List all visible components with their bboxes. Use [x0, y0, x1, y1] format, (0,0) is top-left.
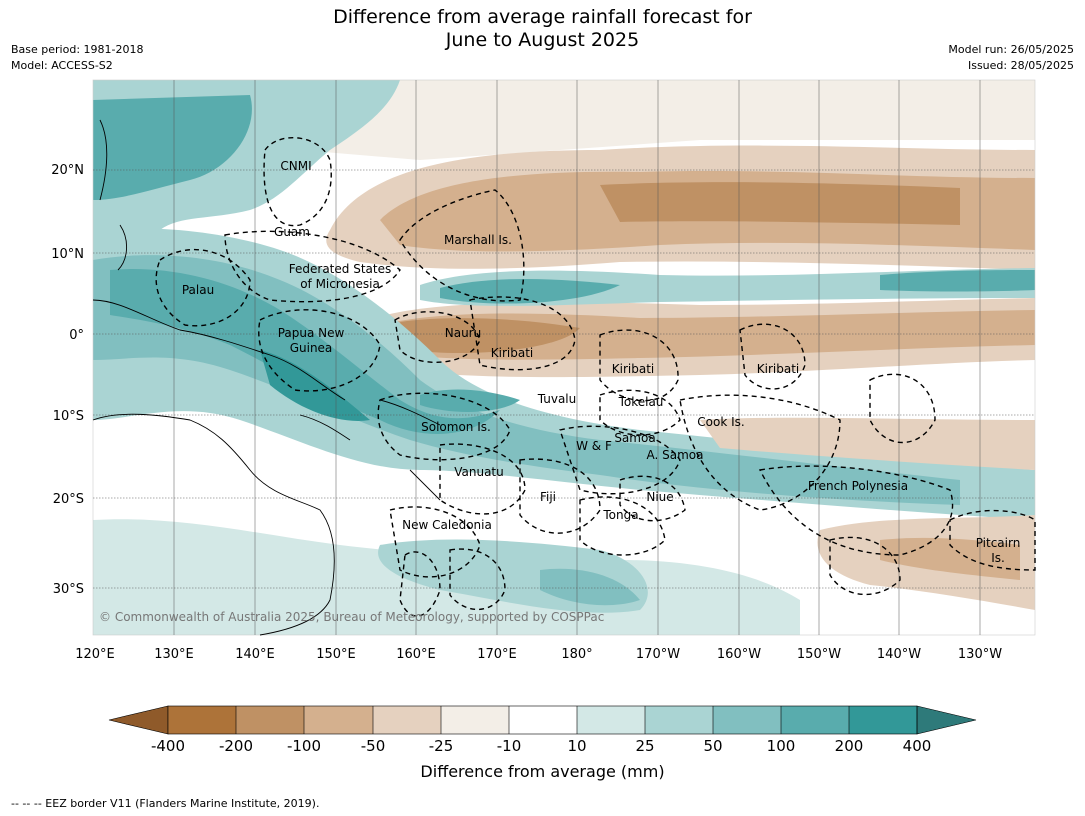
colorbar-swatch: [236, 706, 304, 734]
region-label: Kiribati: [757, 362, 799, 376]
issued-date: Issued: 28/05/2025: [967, 59, 1074, 72]
region-label: Palau: [182, 283, 214, 297]
colorbar-swatch: [373, 706, 441, 734]
copyright-note: © Commonwealth of Australia 2025, Bureau…: [99, 610, 604, 624]
colorbar-tick: 400: [903, 737, 932, 755]
lon-label: 150°E: [316, 647, 356, 662]
lat-label: 30°S: [53, 582, 84, 597]
lon-label: 150°W: [797, 647, 841, 662]
lon-axis: 120°E 130°E 140°E 150°E 160°E 170°E 180°…: [75, 647, 1002, 662]
colorbar-swatch: [577, 706, 645, 734]
colorbar-tick: -25: [429, 737, 454, 755]
model-run: Model run: 26/05/2025: [948, 43, 1074, 56]
colorbar-swatch: [713, 706, 781, 734]
region-label: Federated States: [289, 262, 391, 276]
colorbar-swatch: [849, 706, 917, 734]
lat-label: 10°S: [53, 409, 84, 424]
model-name: Model: ACCESS-S2: [11, 59, 113, 72]
region-labels: CNMI Guam Marshall Is. Federated States …: [182, 159, 1020, 565]
lon-label: 160°E: [396, 647, 436, 662]
lat-axis: 20°N 10°N 0° 10°S 20°S 30°S: [51, 163, 84, 597]
colorbar-low-extend: [108, 705, 169, 735]
lon-label: 130°E: [154, 647, 194, 662]
region-label: Niue: [646, 490, 673, 504]
colorbar-tick: 200: [835, 737, 864, 755]
region-label: Tokelau: [618, 395, 664, 409]
base-period: Base period: 1981-2018: [11, 43, 144, 56]
region-label: Vanuatu: [454, 465, 504, 479]
colorbar-tick: 100: [767, 737, 796, 755]
map-title: Difference from average rainfall forecas…: [0, 6, 1085, 52]
lat-label: 10°N: [51, 247, 84, 262]
region-label: Solomon Is.: [421, 420, 491, 434]
colorbar-swatch: [168, 706, 236, 734]
meta-left: Base period: 1981-2018 Model: ACCESS-S2: [11, 42, 143, 74]
colorbar-swatch: [781, 706, 849, 734]
lat-label: 20°S: [53, 492, 84, 507]
region-label: CNMI: [280, 159, 311, 173]
colorbar-swatch: [441, 706, 509, 734]
colorbar-tick: 25: [635, 737, 654, 755]
graticule: [93, 80, 1035, 635]
rainfall-field: [93, 80, 1035, 635]
lon-label: 130°W: [958, 647, 1002, 662]
lon-label: 170°W: [636, 647, 680, 662]
region-label: Tonga: [602, 508, 638, 522]
colorbar-swatch: [304, 706, 373, 734]
lon-label: 160°W: [717, 647, 761, 662]
eez-footnote: -- -- -- EEZ border V11 (Flanders Marine…: [11, 797, 320, 810]
colorbar-high-extend: [916, 705, 977, 735]
colorbar-swatch: [509, 706, 577, 734]
region-label: W & F: [576, 439, 612, 453]
title-line-1: Difference from average rainfall forecas…: [333, 6, 752, 28]
lon-label: 180°: [561, 647, 592, 662]
region-label: Nauru: [445, 326, 481, 340]
region-label: A. Samoa: [647, 448, 704, 462]
colorbar-title: Difference from average (mm): [420, 762, 665, 781]
colorbar-tick: 10: [567, 737, 586, 755]
region-label: Guinea: [290, 341, 333, 355]
eez-borders: [155, 136, 1036, 617]
colorbar-tick: 50: [703, 737, 722, 755]
region-label: Pitcairn: [976, 536, 1021, 550]
region-label: Kiribati: [612, 362, 654, 376]
region-label: Fiji: [540, 490, 556, 504]
coastlines: [92, 119, 441, 636]
region-label: Cook Is.: [697, 415, 744, 429]
region-label: Is.: [991, 551, 1005, 565]
colorbar: -400 -200 -100 -50 -25 -10 10 25 50 100 …: [108, 705, 977, 755]
region-label: Marshall Is.: [444, 233, 512, 247]
region-label: Papua New: [278, 326, 345, 340]
lat-label: 20°N: [51, 163, 84, 178]
region-label: Tuvalu: [537, 392, 577, 406]
colorbar-tick: -10: [497, 737, 522, 755]
colorbar-tick: -400: [151, 737, 185, 755]
colorbar-swatch: [645, 706, 713, 734]
colorbar-tick: -200: [219, 737, 253, 755]
region-label: Samoa: [614, 431, 655, 445]
meta-right: Model run: 26/05/2025 Issued: 28/05/2025: [948, 42, 1074, 74]
colorbar-tick: -100: [287, 737, 321, 755]
region-label: French Polynesia: [808, 479, 908, 493]
lon-label: 170°E: [477, 647, 517, 662]
region-label: of Micronesia: [300, 277, 380, 291]
region-label: Guam: [274, 225, 310, 239]
lon-label: 140°E: [235, 647, 275, 662]
region-label: Kiribati: [491, 346, 533, 360]
title-line-2: June to August 2025: [445, 29, 640, 51]
lon-label: 140°W: [877, 647, 921, 662]
region-label: New Caledonia: [402, 518, 492, 532]
map-frame: [92, 79, 1036, 636]
lon-label: 120°E: [75, 647, 115, 662]
lat-label: 0°: [69, 328, 84, 343]
colorbar-tick: -50: [361, 737, 386, 755]
